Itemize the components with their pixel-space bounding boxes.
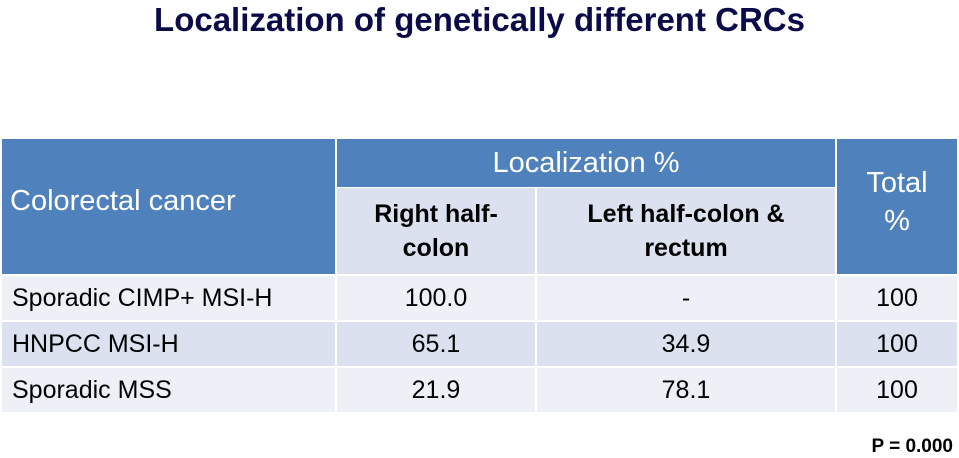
p-value-note: P = 0.000: [871, 436, 953, 457]
header-right-half-colon: Right half-colon: [337, 188, 535, 274]
table-cell-total: 100: [837, 276, 957, 320]
table-cell-right: 100.0: [337, 276, 535, 320]
table-row-label: HNPCC MSI-H: [2, 322, 335, 366]
header-colorectal-cancer: Colorectal cancer: [2, 139, 335, 274]
header-colorectal-label: Colorectal cancer: [10, 185, 236, 217]
header-localization-label: Localization %: [492, 146, 680, 179]
header-right-label: Right half-colon: [374, 200, 498, 262]
header-left-half-colon: Left half-colon & rectum: [537, 188, 835, 274]
table-cell-total: 100: [837, 368, 957, 412]
table-cell-total: 100: [837, 322, 957, 366]
header-total: Total %: [837, 139, 957, 274]
table-row-label: Sporadic CIMP+ MSI-H: [2, 276, 335, 320]
table-row-label: Sporadic MSS: [2, 368, 335, 412]
table-cell-right: 21.9: [337, 368, 535, 412]
header-localization: Localization %: [337, 139, 835, 187]
table-cell-left: 78.1: [537, 368, 835, 412]
header-left-label: Left half-colon & rectum: [587, 200, 785, 262]
page-title: Localization of genetically different CR…: [154, 1, 805, 38]
table-cell-right: 65.1: [337, 322, 535, 366]
table-cell-left: -: [537, 276, 835, 320]
table-cell-left: 34.9: [537, 322, 835, 366]
header-total-label: Total %: [866, 166, 928, 237]
